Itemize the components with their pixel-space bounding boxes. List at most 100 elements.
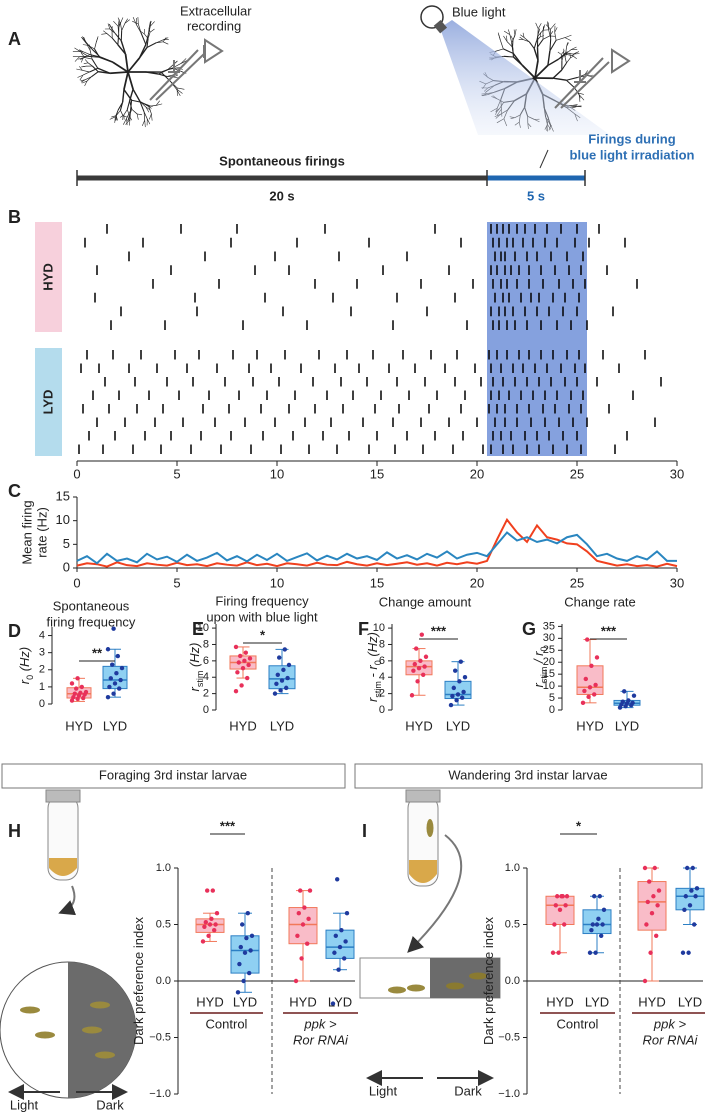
dendrite xyxy=(565,49,572,55)
data-point xyxy=(117,686,122,691)
y-label-part: stim xyxy=(195,671,205,688)
dendrite xyxy=(550,23,556,30)
data-point xyxy=(247,656,253,661)
dendrite xyxy=(80,57,84,63)
dendrite xyxy=(503,55,514,58)
group-label: HYD xyxy=(40,263,55,290)
data-point xyxy=(210,888,215,893)
data-point xyxy=(300,922,306,927)
dendrite xyxy=(126,100,131,110)
data-point xyxy=(209,916,214,922)
dendrite xyxy=(76,68,83,71)
dendrite xyxy=(173,76,178,78)
data-point xyxy=(419,632,424,637)
dendrite xyxy=(114,116,116,123)
y-tick-label: 0.0 xyxy=(505,975,520,987)
x-tick-label: HYD xyxy=(546,994,573,1009)
data-point xyxy=(336,967,341,972)
dendrite xyxy=(124,19,130,24)
data-point xyxy=(562,922,567,927)
dendrite xyxy=(91,58,99,69)
pointer xyxy=(539,149,549,169)
light-label: Light xyxy=(10,1097,39,1112)
dendrite xyxy=(97,67,111,74)
data-point xyxy=(247,970,252,976)
tube-i xyxy=(359,789,501,1086)
dendrite xyxy=(167,64,174,70)
data-point xyxy=(631,693,637,698)
significance: *** xyxy=(431,623,447,638)
panel-letter: B xyxy=(8,207,21,227)
dendrite xyxy=(116,110,121,116)
data-point xyxy=(599,933,604,938)
dendrite xyxy=(86,44,91,51)
data-point xyxy=(552,922,557,927)
data-point xyxy=(284,685,289,691)
data-point xyxy=(293,978,299,984)
data-point xyxy=(248,948,253,953)
y-tick-label: 0.5 xyxy=(156,918,171,930)
data-point xyxy=(622,689,627,694)
data-point xyxy=(333,933,338,938)
data-point xyxy=(307,888,313,893)
dendrite xyxy=(519,36,524,40)
dendrite xyxy=(120,40,127,55)
y-tick-label: 10 xyxy=(197,622,209,634)
data-point xyxy=(108,676,114,681)
significance: ** xyxy=(92,645,103,660)
dendrite xyxy=(146,118,151,125)
y-label-part: / r xyxy=(531,651,546,667)
dendrite xyxy=(78,57,84,60)
dendrite xyxy=(137,113,143,116)
y-tick-label: 3 xyxy=(39,647,45,659)
data-point xyxy=(411,668,416,673)
dendrite xyxy=(131,109,138,115)
data-point xyxy=(282,647,287,652)
chart-title: upon with blue light xyxy=(206,609,318,624)
x-tick-label: 0 xyxy=(73,575,80,590)
group-label: ppk > xyxy=(653,1016,687,1031)
dendrite xyxy=(509,34,513,43)
dendrite xyxy=(155,100,161,106)
group-label-box xyxy=(35,348,62,456)
dendrite xyxy=(547,50,551,66)
dendrite xyxy=(115,115,117,121)
panel-letter: H xyxy=(8,821,21,841)
x-tick-label: HYD xyxy=(576,718,603,733)
data-point xyxy=(272,691,278,696)
data-point xyxy=(242,950,248,955)
dendrite xyxy=(136,113,139,120)
bulb xyxy=(420,5,444,29)
dendrite xyxy=(506,41,513,48)
dendrite xyxy=(564,52,568,58)
dendrite xyxy=(503,48,514,54)
x-tick-label: LYD xyxy=(328,994,352,1009)
data-point xyxy=(237,961,242,967)
y-tick-label: 10 xyxy=(56,512,70,527)
data-point xyxy=(586,694,591,700)
dendrite xyxy=(148,27,151,33)
dendrite xyxy=(145,34,149,45)
dendrite xyxy=(566,57,571,64)
data-point xyxy=(655,903,660,908)
dendrite xyxy=(143,111,148,120)
data-point xyxy=(200,939,206,944)
data-point xyxy=(600,922,605,927)
data-point xyxy=(651,894,656,899)
dendrite xyxy=(142,119,146,126)
y-tick-label: 0 xyxy=(379,704,385,716)
data-point xyxy=(332,950,337,955)
dendrite xyxy=(83,62,89,64)
dendrite xyxy=(537,29,544,37)
significance: * xyxy=(260,627,266,642)
data-point xyxy=(693,894,698,899)
data-point xyxy=(593,682,598,688)
dendrite xyxy=(561,62,567,71)
data-point xyxy=(214,911,220,916)
data-point xyxy=(652,865,657,871)
dendrite xyxy=(549,38,552,51)
data-point xyxy=(245,675,250,681)
dendrite xyxy=(132,88,141,102)
data-point xyxy=(244,935,249,941)
dendrite xyxy=(89,67,99,73)
